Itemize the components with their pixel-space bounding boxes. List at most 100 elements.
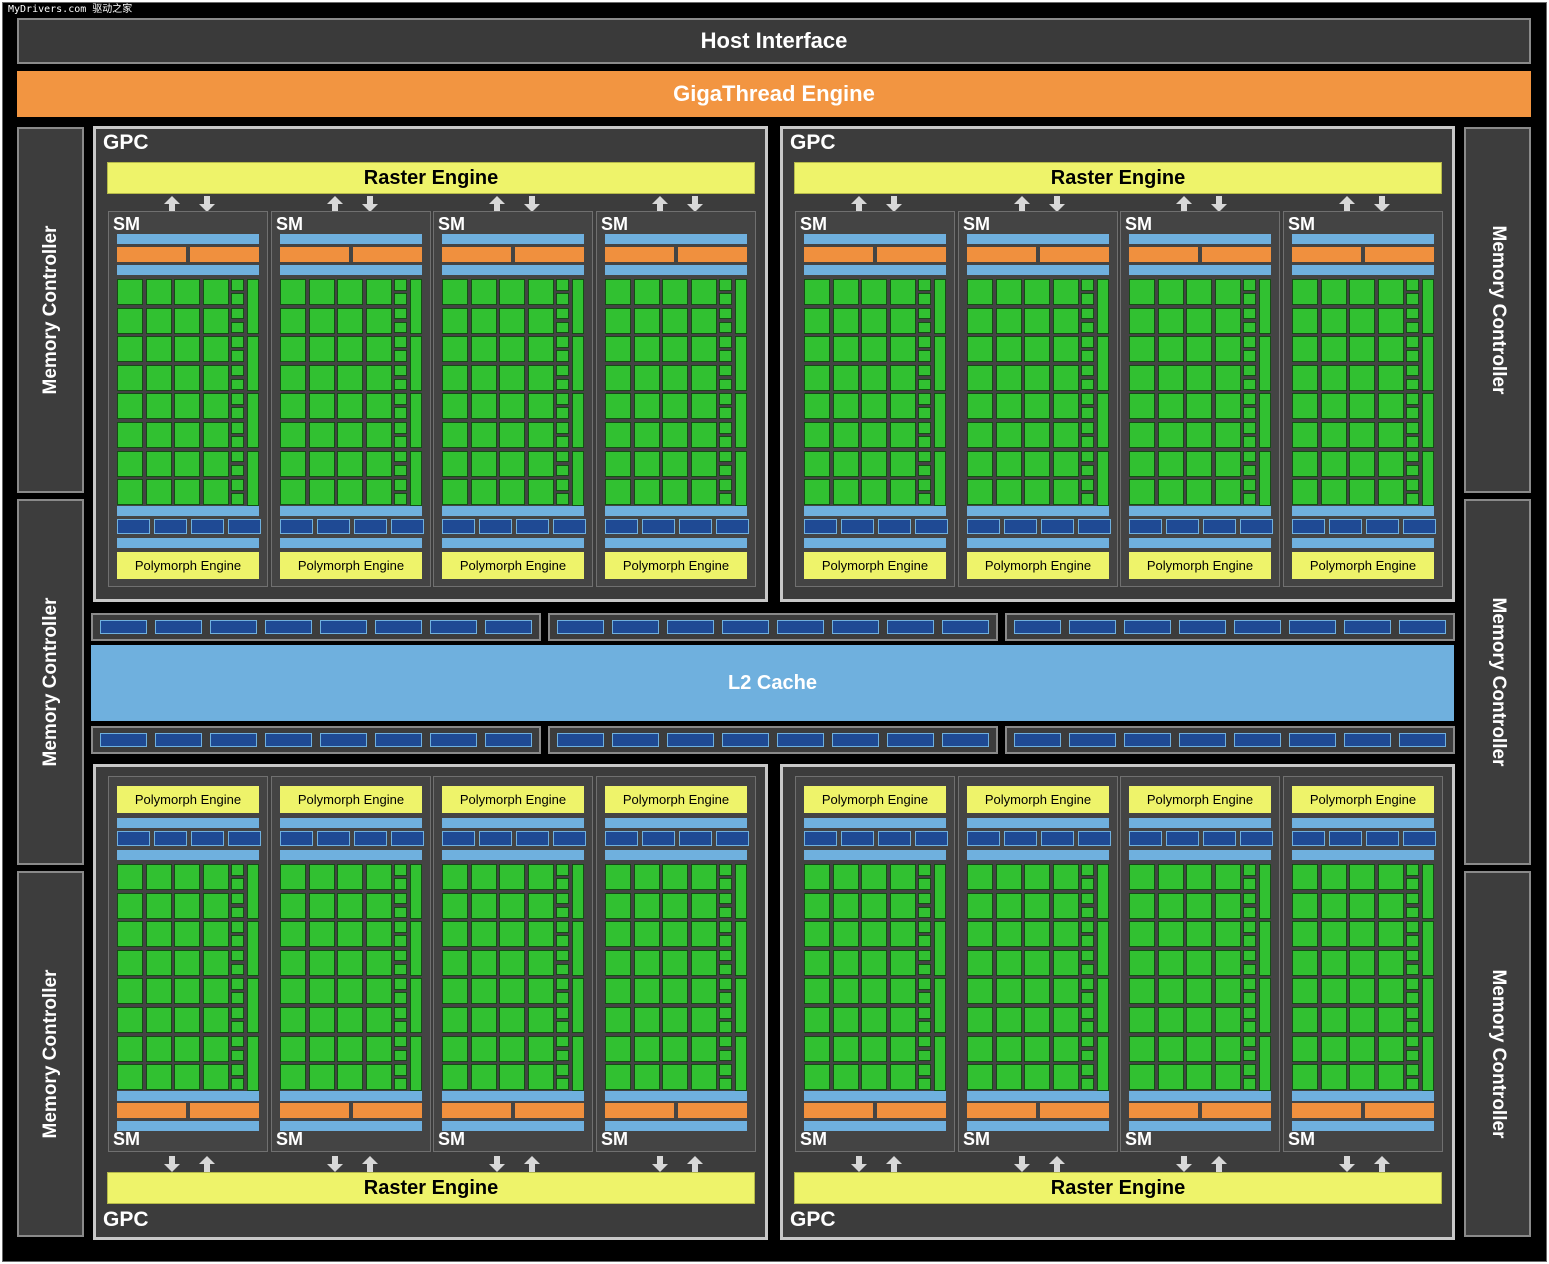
load-store-slot [1243,949,1256,962]
load-store-unit [1129,831,1162,846]
cuda-core [280,279,306,305]
shared-memory [1129,538,1271,548]
warp-scheduler [353,247,422,262]
cuda-core [861,1064,887,1091]
special-function-unit [410,864,422,919]
cuda-core [174,479,200,506]
cuda-core [470,479,497,506]
cuda-core [1292,450,1318,477]
watermark: MyDrivers.com 驱动之家 [6,3,135,17]
cuda-core [690,1035,717,1062]
load-store-slot [1081,1064,1094,1076]
load-store-unit [716,831,749,846]
special-function-unit [1422,921,1434,977]
cuda-core [1186,364,1212,391]
crossbar-port [612,620,659,634]
cuda-core [280,1035,306,1062]
cuda-core [889,364,916,391]
cuda-core [690,479,717,506]
load-store-slot [231,436,244,448]
cuda-core [804,949,830,976]
load-store-slot [1081,422,1094,434]
cuda-core [470,921,497,948]
load-store-slot [556,336,569,348]
load-store-slot [394,336,407,348]
cuda-core [1349,1035,1375,1062]
polymorph-engine: Polymorph Engine [804,786,946,813]
cuda-core [995,422,1022,448]
cuda-core [605,336,631,363]
sm-label: SM [601,214,628,234]
cuda-core [1129,450,1155,477]
crossbar-port [832,733,879,747]
cuda-core [337,1064,363,1091]
cuda-core [337,892,363,919]
load-store-slot [556,307,569,320]
load-store-slot [1406,393,1419,405]
crossbar-top-1 [91,613,541,641]
gpc-label: GPC [790,131,836,154]
load-store-slot [1081,450,1094,463]
cuda-core [861,450,887,477]
cuda-core [1292,921,1318,948]
streaming-multiprocessor: Polymorph Engine SM [1283,776,1443,1152]
crossbar-port [320,620,367,634]
crossbar-bottom-3 [1005,726,1455,754]
cuda-core [499,1064,525,1091]
cuda-core [365,279,392,305]
special-function-unit [934,921,946,977]
register-file [967,1091,1109,1101]
load-store-slot [1081,906,1094,919]
crossbar-port [1014,620,1061,634]
cuda-core [1129,921,1155,948]
cuda-core [1052,1064,1079,1091]
load-store-slot [394,350,407,362]
load-store-slot [719,364,732,377]
cuda-core [1349,1007,1375,1033]
instruction-cache [605,234,747,244]
cuda-core [1320,864,1347,890]
cuda-core [1349,1064,1375,1091]
load-store-slot [231,464,244,477]
cuda-core [1129,422,1155,448]
cuda-core [527,479,554,506]
cuda-core [280,949,306,976]
load-store-slot [556,1035,569,1048]
cuda-core [365,1035,392,1062]
cuda-core [337,307,363,334]
cuda-core [1052,892,1079,919]
warp-scheduler [117,247,186,262]
arrow-down-icon [326,1155,344,1173]
cuda-core [308,1035,335,1062]
cuda-core [365,892,392,919]
load-store-slot [918,921,931,933]
host-interface: Host Interface [17,18,1531,64]
cuda-core [1157,364,1184,391]
register-file [605,265,747,275]
interconnect-network [280,506,422,516]
cuda-core [145,921,172,948]
cuda-core [280,978,306,1005]
cuda-core [280,864,306,890]
special-function-unit [1422,978,1434,1034]
cuda-core [202,1007,229,1033]
cuda-core [1377,949,1404,976]
cuda-core [1349,978,1375,1005]
register-file [967,265,1109,275]
load-store-slot [918,336,931,348]
load-store-slot [394,450,407,463]
cuda-core [690,364,717,391]
cuda-core [145,978,172,1005]
cuda-core [995,479,1022,506]
load-store-slot [1081,1007,1094,1019]
load-store-unit [154,519,187,534]
cuda-core [527,393,554,420]
cuda-core [499,978,525,1005]
cuda-core [308,393,335,420]
cuda-core [442,336,468,363]
cuda-core [633,921,660,948]
load-store-slot [556,378,569,391]
cuda-core [889,422,916,448]
crossbar-port [887,733,934,747]
warp-scheduler [1040,1103,1109,1118]
